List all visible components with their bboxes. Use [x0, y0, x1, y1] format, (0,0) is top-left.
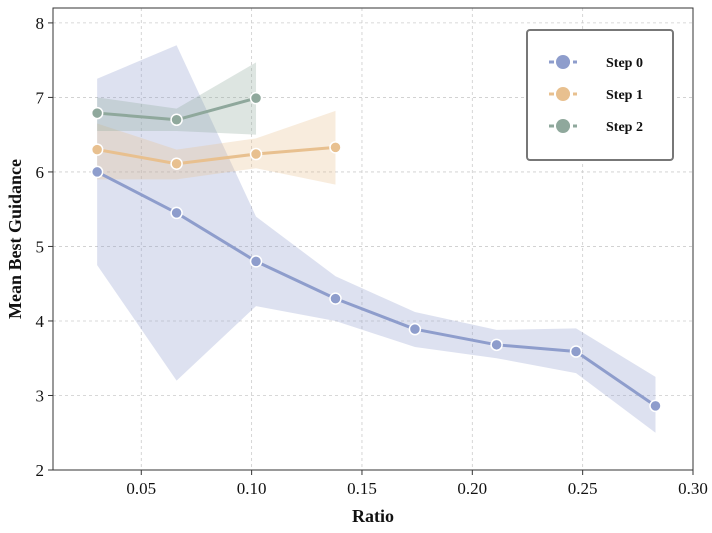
step-1-line	[96, 145, 336, 166]
step-0-point	[569, 345, 583, 358]
step-1-band	[97, 110, 336, 185]
step-1-point	[170, 157, 183, 170]
step-1-point	[329, 141, 342, 154]
x-tick-label: 0.10	[237, 479, 267, 498]
legend-step-2-marker	[556, 119, 570, 133]
x-tick-label: 0.30	[678, 479, 708, 498]
step-1-point	[90, 143, 104, 156]
step-0-line	[96, 170, 657, 408]
y-axis-ticks: 2 3 4 5 6 7 8	[36, 14, 53, 480]
step-2-point	[90, 106, 104, 120]
x-tick-label: 0.25	[568, 479, 598, 498]
y-tick-label: 7	[36, 88, 45, 107]
step-0-band	[97, 45, 656, 433]
step-0-point	[249, 255, 263, 268]
step-0-point	[170, 206, 183, 220]
legend-step-2-label: Step 2	[606, 120, 643, 135]
step-2-point	[249, 91, 263, 105]
legend-step-0-label: Step 0	[606, 56, 643, 71]
legend-step-0-marker	[556, 55, 570, 69]
series-markers	[90, 91, 662, 413]
y-tick-label: 3	[36, 386, 45, 405]
y-tick-label: 6	[36, 163, 45, 182]
x-tick-label: 0.15	[347, 479, 377, 498]
y-tick-label: 5	[36, 237, 45, 256]
y-tick-label: 8	[36, 14, 45, 33]
y-tick-label: 2	[36, 461, 45, 480]
y-tick-label: 4	[36, 312, 45, 331]
y-axis-label: Mean Best Guidance	[5, 159, 25, 319]
step-0-point	[408, 322, 422, 336]
legend-box	[526, 29, 674, 161]
x-tick-label: 0.05	[126, 479, 156, 498]
legend: Step 0 Step 1 Step 2	[526, 29, 674, 161]
legend-step-1-label: Step 1	[606, 88, 643, 103]
x-axis-ticks: 0.05 0.10 0.15 0.20 0.25 0.30	[126, 470, 708, 498]
step-0-point	[649, 399, 662, 413]
x-axis-label: Ratio	[352, 506, 394, 526]
step-1-point	[249, 147, 263, 161]
step-0-point	[490, 338, 503, 352]
step-2-point	[170, 113, 183, 127]
grid-lines	[53, 8, 694, 471]
legend-step-1-marker	[556, 87, 570, 101]
plot-frame	[52, 7, 694, 471]
x-tick-label: 0.20	[457, 479, 487, 498]
step-0-point	[90, 165, 104, 179]
step-0-point	[329, 292, 342, 305]
